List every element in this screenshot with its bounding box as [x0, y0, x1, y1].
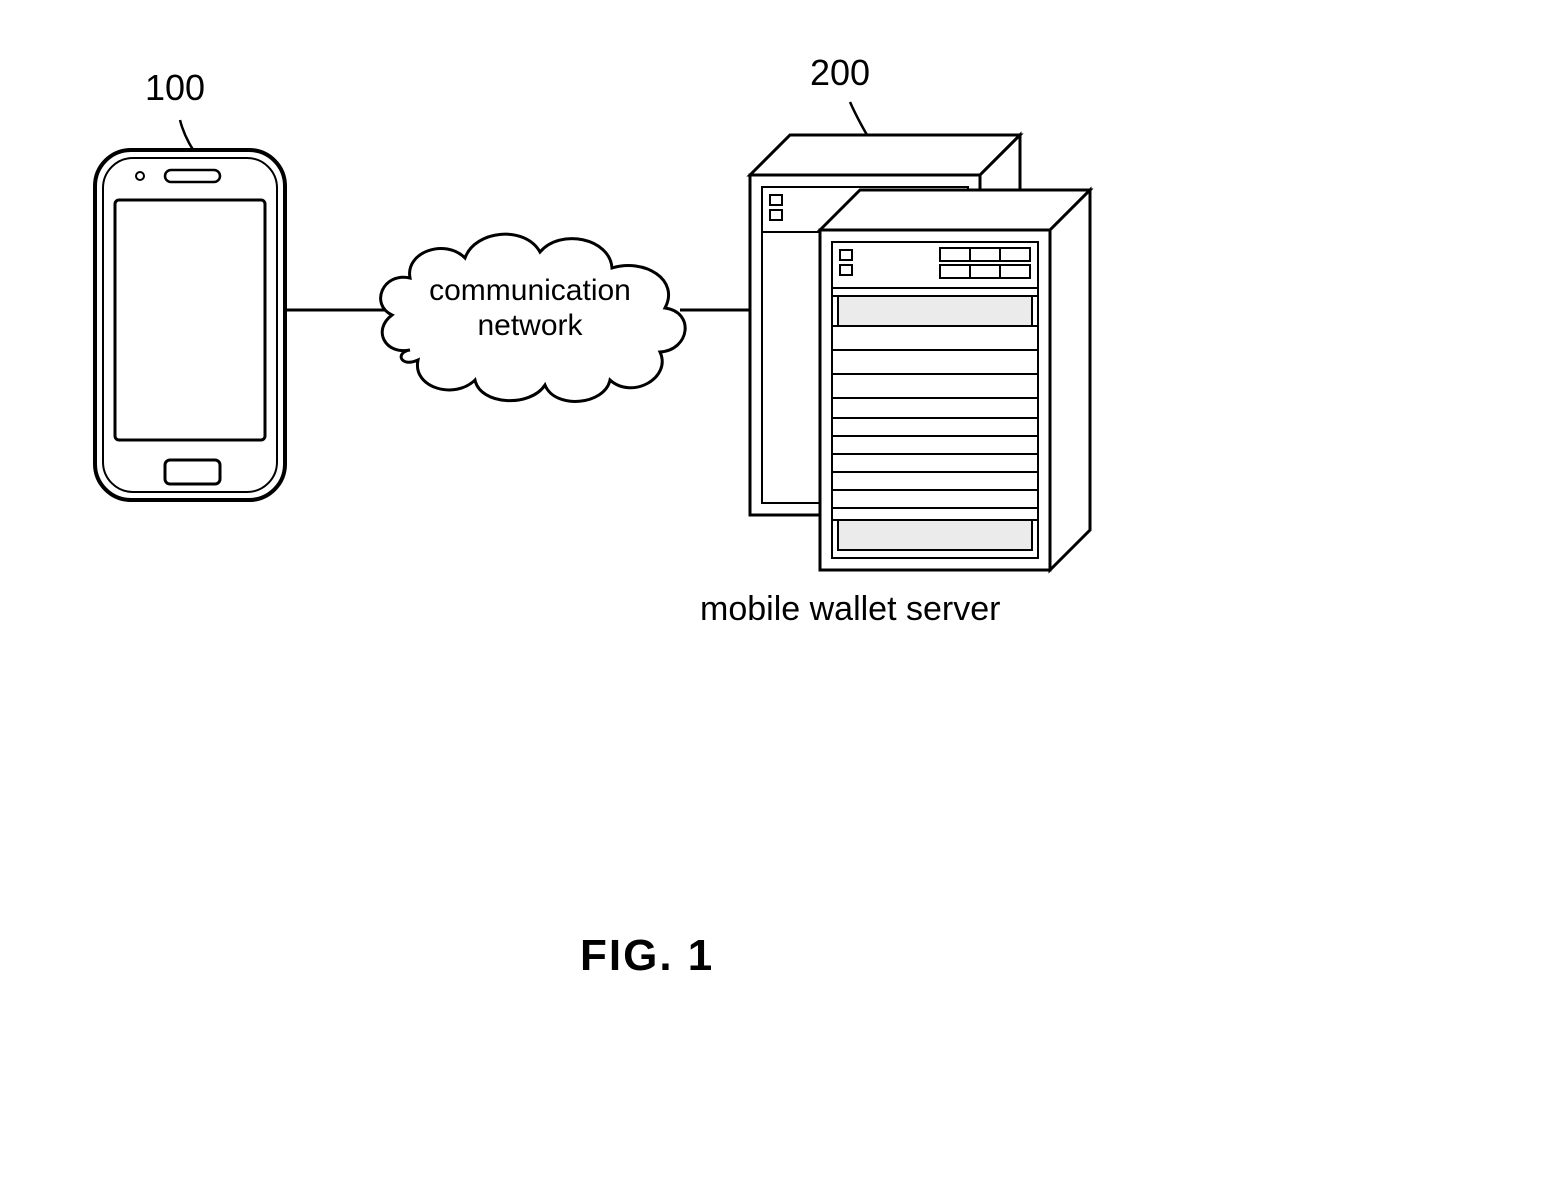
server-front-panel — [832, 242, 1038, 558]
phone-ref-label: 100 — [145, 67, 205, 108]
phone-node: 100 — [95, 67, 285, 500]
server-front — [820, 190, 1090, 570]
cloud-label-line2: network — [477, 309, 583, 342]
server-caption: mobile wallet server — [700, 590, 1000, 628]
server-front-side — [1050, 190, 1090, 570]
cloud-node: communication network — [381, 234, 686, 401]
cloud-label-line1: communication — [429, 274, 631, 307]
server-ref-label: 200 — [810, 52, 870, 93]
server-back-top — [750, 135, 1020, 175]
server-front-top — [820, 190, 1090, 230]
phone-screen — [115, 200, 265, 440]
figure-diagram: 100 communication network 200 — [0, 0, 1552, 1200]
phone-home-button — [165, 460, 220, 484]
server-node: 200 — [700, 52, 1090, 628]
figure-caption: FIG. 1 — [580, 931, 714, 980]
phone-speaker — [165, 170, 220, 182]
